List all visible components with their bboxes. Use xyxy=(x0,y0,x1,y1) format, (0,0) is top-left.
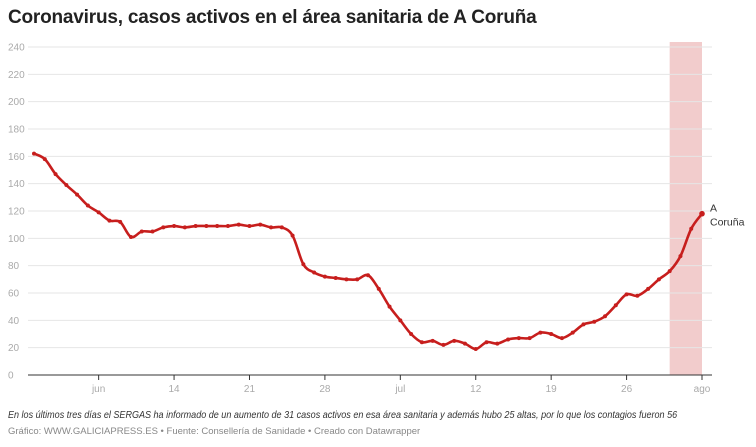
data-point xyxy=(128,234,133,239)
data-point xyxy=(581,322,586,327)
y-tick-label: 60 xyxy=(8,289,20,300)
data-point xyxy=(118,219,123,224)
data-point xyxy=(96,210,101,215)
x-tick-label: 12 xyxy=(470,384,482,395)
data-point xyxy=(355,277,360,282)
x-tick-label: jul xyxy=(394,384,405,395)
series-label-line1: A xyxy=(710,203,717,215)
x-tick-label: ago xyxy=(694,384,711,395)
data-point xyxy=(344,277,349,282)
data-point xyxy=(366,273,370,278)
data-point xyxy=(107,218,112,223)
y-tick-label: 240 xyxy=(8,43,25,54)
chart-title: Coronavirus, casos activos en el área sa… xyxy=(8,7,537,28)
data-point xyxy=(398,318,403,323)
x-tick-label: 21 xyxy=(244,384,256,395)
data-point xyxy=(269,225,274,230)
y-tick-label: 180 xyxy=(8,125,25,136)
data-point xyxy=(204,224,209,229)
data-point xyxy=(592,319,597,324)
data-point xyxy=(301,262,306,267)
data-point xyxy=(506,337,511,342)
data-point xyxy=(462,341,467,346)
x-tick-label: jun xyxy=(91,384,105,395)
highlight-band xyxy=(669,42,702,375)
x-tick-label: 19 xyxy=(546,384,558,395)
y-tick-label: 200 xyxy=(8,97,25,108)
data-point xyxy=(215,224,220,229)
data-point xyxy=(279,225,284,230)
data-point xyxy=(603,314,608,319)
data-point xyxy=(656,277,661,282)
data-point xyxy=(624,292,629,297)
y-tick-label: 160 xyxy=(8,152,25,163)
y-tick-label: 140 xyxy=(8,179,25,190)
data-point xyxy=(193,224,198,229)
data-point xyxy=(419,340,424,345)
data-point xyxy=(376,286,381,291)
data-point xyxy=(549,332,554,336)
line-chart: 0 20 40 60 80 100 120 140 160 180 200 220 240 jun 14 21… xyxy=(8,42,745,395)
data-point xyxy=(290,233,295,238)
y-tick-label: 100 xyxy=(8,234,25,245)
data-point xyxy=(484,340,489,345)
data-point xyxy=(150,229,155,234)
series-line xyxy=(33,152,704,351)
x-tick-label: 14 xyxy=(169,384,181,395)
data-point xyxy=(247,224,252,229)
data-point xyxy=(42,157,47,162)
y-tick-label: 40 xyxy=(8,316,20,327)
data-point xyxy=(495,341,500,346)
data-point xyxy=(689,226,694,231)
chart-footer: Gráfico: WWW.GALICIAPRESS.ES • Fuente: C… xyxy=(8,426,421,437)
x-tick-label: 26 xyxy=(621,384,633,395)
data-point xyxy=(387,304,392,309)
data-point xyxy=(516,336,521,341)
y-tick-label: 20 xyxy=(8,343,20,354)
data-point xyxy=(559,336,564,341)
x-tick-label: 28 xyxy=(319,384,331,395)
data-point xyxy=(64,183,69,188)
data-point xyxy=(32,151,36,156)
data-point xyxy=(258,222,263,227)
chart-note: En los últimos tres días el SERGAS ha in… xyxy=(8,409,678,421)
data-point xyxy=(570,330,575,335)
data-point xyxy=(409,332,414,336)
data-point xyxy=(85,203,90,208)
data-point xyxy=(139,229,144,234)
data-point xyxy=(53,172,58,177)
data-point xyxy=(646,286,651,291)
data-point xyxy=(182,225,187,230)
data-point xyxy=(441,342,446,347)
data-point xyxy=(699,210,705,217)
data-point xyxy=(452,338,457,343)
data-point xyxy=(75,192,80,197)
data-point xyxy=(613,303,618,308)
data-point xyxy=(527,336,532,341)
data-point xyxy=(430,338,435,343)
data-point xyxy=(538,330,543,335)
data-point xyxy=(635,293,640,298)
data-point xyxy=(172,224,177,229)
series-label-line2: Coruña xyxy=(710,217,745,229)
y-tick-label: 220 xyxy=(8,70,25,81)
data-point xyxy=(312,270,317,275)
y-tick-label: 80 xyxy=(8,261,20,272)
data-point xyxy=(667,269,672,274)
data-point xyxy=(225,224,230,229)
y-tick-label: 0 xyxy=(8,371,14,382)
data-point xyxy=(678,254,683,259)
data-point xyxy=(333,275,338,280)
data-point xyxy=(473,347,478,352)
y-tick-label: 120 xyxy=(8,207,25,218)
data-point xyxy=(236,222,241,227)
data-point xyxy=(161,225,166,230)
data-point xyxy=(322,274,327,279)
